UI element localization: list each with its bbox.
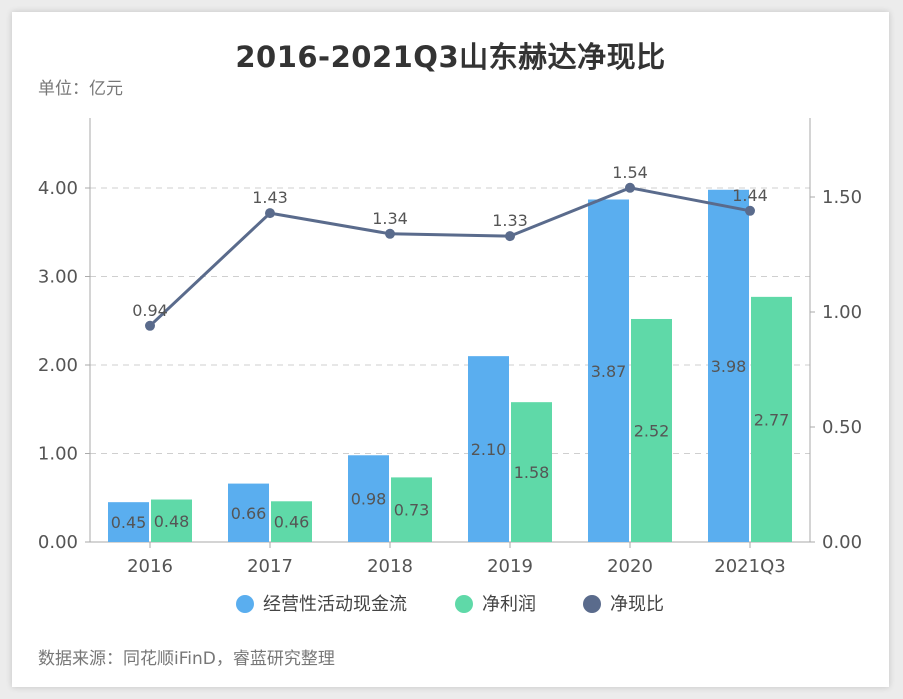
ratio-point bbox=[745, 205, 755, 216]
bar-net-profit bbox=[271, 501, 312, 542]
bar-operating-cashflow bbox=[708, 189, 749, 542]
bar-value-label: 0.45 bbox=[111, 513, 147, 532]
x-tick-label: 2016 bbox=[127, 556, 173, 577]
x-tick-label: 2020 bbox=[607, 556, 653, 577]
bar-value-label: 1.58 bbox=[514, 463, 550, 482]
bar-operating-cashflow bbox=[468, 356, 509, 542]
chart-card: 2016-2021Q3山东赫达净现比 单位：亿元 0.00 1.00 2.00 3.0… bbox=[12, 12, 889, 687]
bar-value-label: 2.52 bbox=[634, 421, 670, 440]
x-tick-label: 2019 bbox=[487, 556, 533, 577]
bar-value-label: 0.66 bbox=[231, 504, 267, 523]
right-tick-label: 0.50 bbox=[822, 417, 862, 438]
bar-value-label: 0.46 bbox=[274, 513, 310, 532]
left-tick-label: 0.00 bbox=[38, 532, 78, 553]
legend-marker bbox=[236, 595, 254, 613]
bar-operating-cashflow bbox=[588, 199, 629, 542]
legend-label: 经营性活动现金流 bbox=[263, 594, 407, 615]
unit-label: 单位：亿元 bbox=[38, 79, 123, 99]
ratio-line bbox=[148, 186, 751, 327]
ratio-value-label: 1.33 bbox=[492, 211, 528, 230]
bar-value-label: 0.98 bbox=[351, 490, 387, 509]
bar-value-label: 2.77 bbox=[754, 410, 790, 429]
ratio-point bbox=[625, 182, 635, 193]
left-tick-label: 3.00 bbox=[38, 267, 78, 288]
left-tick-label: 1.00 bbox=[38, 444, 78, 465]
bar-net-profit bbox=[751, 296, 792, 542]
left-tick-label: 2.00 bbox=[38, 355, 78, 376]
ratio-value-label: 1.34 bbox=[372, 209, 408, 228]
legend-label: 净现比 bbox=[610, 594, 664, 615]
bar-operating-cashflow bbox=[348, 455, 389, 542]
bar-value-label: 3.98 bbox=[711, 357, 747, 376]
right-tick-label: 0.00 bbox=[822, 532, 862, 553]
ratio-point bbox=[145, 320, 155, 331]
ratio-point bbox=[505, 231, 515, 242]
right-tick-label: 1.50 bbox=[822, 187, 862, 208]
bar-operating-cashflow bbox=[228, 483, 269, 542]
bar-value-label: 2.10 bbox=[471, 440, 507, 459]
legend-marker bbox=[583, 595, 601, 613]
left-tick-label: 4.00 bbox=[38, 178, 78, 199]
bar-net-profit bbox=[391, 477, 432, 542]
legend-label: 净利润 bbox=[482, 594, 536, 615]
right-tick-label: 1.00 bbox=[822, 302, 862, 323]
legend-marker bbox=[455, 595, 473, 613]
bar-net-profit bbox=[511, 402, 552, 542]
chart-title: 2016-2021Q3山东赫达净现比 bbox=[235, 40, 666, 74]
x-tick-label: 2017 bbox=[247, 556, 293, 577]
ratio-point bbox=[265, 208, 275, 219]
bar-value-label: 0.48 bbox=[154, 512, 190, 531]
bar-operating-cashflow bbox=[108, 502, 149, 542]
source-note: 数据来源：同花顺iFinD，睿蓝研究整理 bbox=[38, 649, 335, 669]
combo-chart: 0.00 1.00 2.00 3.00 4.00 0.00 0.50 1.00 1.50 2016… bbox=[38, 118, 862, 615]
ratio-value-label: 0.94 bbox=[132, 301, 168, 320]
bar-value-label: 0.73 bbox=[394, 501, 430, 520]
x-tick-label: 2021Q3 bbox=[714, 556, 785, 577]
ratio-value-label: 1.54 bbox=[612, 163, 648, 182]
x-tick-label: 2018 bbox=[367, 556, 413, 577]
ratio-point bbox=[385, 228, 395, 239]
ratio-value-label: 1.44 bbox=[732, 186, 768, 205]
ratio-value-label: 1.43 bbox=[252, 188, 288, 207]
bar-value-label: 3.87 bbox=[591, 362, 627, 381]
bar-net-profit bbox=[151, 499, 192, 542]
bar-net-profit bbox=[631, 318, 672, 542]
